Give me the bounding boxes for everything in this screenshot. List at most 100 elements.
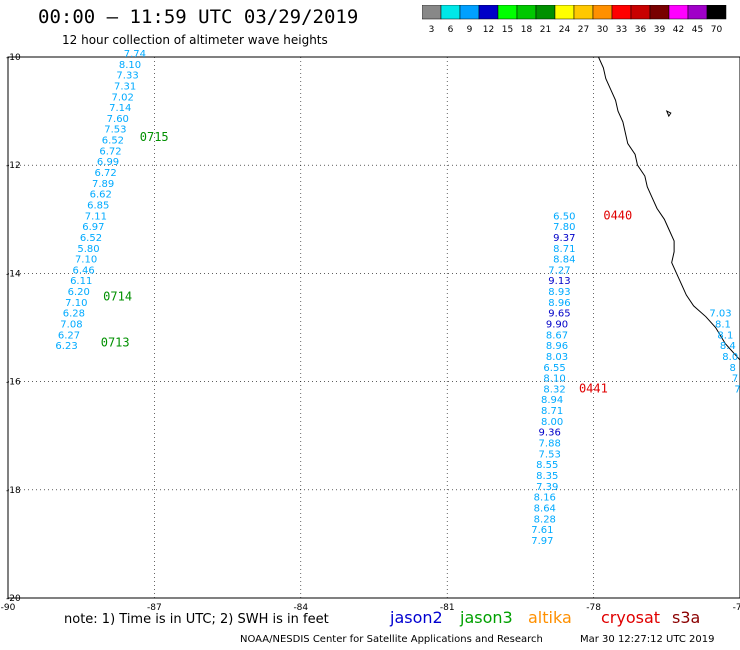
legend-jason3: jason3 — [460, 608, 513, 627]
wave-height-value: 9.13 — [548, 276, 570, 287]
x-tick-label: -84 — [293, 603, 308, 613]
wave-height-value: 7.27 — [548, 265, 570, 276]
wave-height-value: 6.28 — [63, 309, 85, 320]
wave-height-value: 8.96 — [546, 341, 568, 352]
wave-height-value: 8.10 — [119, 60, 141, 71]
wave-height-value: 6.11 — [70, 276, 92, 287]
wave-height-value: 8.00 — [541, 417, 563, 428]
wave-height-value: 7.61 — [531, 525, 553, 536]
footer-credit: NOAA/NESDIS Center for Satellite Applica… — [240, 634, 543, 645]
chart-title: 00:00 – 11:59 UTC 03/29/2019 — [38, 6, 359, 28]
wave-height-value: 8.16 — [534, 493, 556, 504]
colorbar-swatch — [706, 5, 727, 20]
colorbar-label: 45 — [692, 25, 703, 35]
wave-height-value: 7.31 — [114, 81, 136, 92]
wave-height-value: 8.93 — [548, 287, 570, 298]
wave-height-value: 7.53 — [104, 125, 126, 136]
colorbar-label: 30 — [597, 25, 609, 35]
wave-height-value: 7 — [734, 384, 740, 395]
wave-height-value: 8.10 — [543, 374, 565, 385]
colorbar-label: 21 — [540, 25, 551, 35]
wave-height-value: 6.72 — [94, 168, 116, 179]
wave-height-value: 6.23 — [55, 341, 77, 352]
wave-height-value: 9.90 — [546, 320, 568, 331]
colorbar-label: 42 — [673, 25, 684, 35]
wave-height-value: 8.1 — [715, 320, 731, 331]
island — [665, 110, 672, 118]
wave-height-value: 6.62 — [90, 190, 112, 201]
wave-height-value: 9.36 — [539, 428, 561, 439]
wave-height-value: 6.20 — [68, 287, 90, 298]
colorbar-label: 36 — [635, 25, 647, 35]
wave-height-value: 6.27 — [58, 330, 80, 341]
wave-height-value: 7.33 — [116, 71, 138, 82]
y-tick-label: -16 — [6, 378, 21, 388]
y-tick-label: -12 — [6, 161, 21, 171]
wave-height-value: 8.71 — [541, 406, 563, 417]
colorbar-label: 24 — [559, 25, 571, 35]
wave-height-value: 8.94 — [541, 395, 563, 406]
legend-note: note: 1) Time is in UTC; 2) SWH is in fe… — [64, 612, 329, 627]
wave-height-value: 7.39 — [536, 482, 558, 493]
wave-height-value: 7.80 — [553, 222, 575, 233]
colorbar-label: 15 — [502, 25, 513, 35]
pass-time-label: 0440 — [603, 208, 632, 222]
pass-time-label: 0441 — [579, 381, 608, 395]
legend-altika: altika — [528, 608, 572, 627]
pass-time-label: 0715 — [140, 130, 169, 144]
wave-height-value: 7.97 — [531, 536, 553, 547]
colorbar-label: 39 — [654, 25, 666, 35]
y-tick-label: -20 — [6, 594, 21, 604]
y-tick-label: -18 — [6, 486, 21, 496]
colorbar-label: 33 — [616, 25, 627, 35]
x-tick-label: -75 — [733, 603, 740, 613]
legend-s3a: s3a — [672, 608, 701, 627]
x-tick-label: -78 — [586, 603, 601, 613]
coastline — [598, 56, 740, 361]
colorbar-label: 9 — [467, 25, 473, 35]
wave-height-value: 8.1 — [717, 330, 733, 341]
wave-height-value: 7.11 — [85, 211, 107, 222]
footer-timestamp: Mar 30 12:27:12 UTC 2019 — [580, 634, 715, 645]
y-tick-label: -14 — [6, 269, 21, 279]
wave-height-value: 7.10 — [75, 255, 97, 266]
colorbar-label: 6 — [448, 25, 454, 35]
wave-height-value: 8.67 — [546, 330, 568, 341]
wave-height-value: 8.03 — [546, 352, 568, 363]
colorbar-label: 18 — [521, 25, 533, 35]
wave-height-value: 8.0 — [722, 352, 738, 363]
wave-height-value: 9.37 — [553, 233, 575, 244]
wave-height-value: 8.35 — [536, 471, 558, 482]
wave-height-value: 7 — [732, 374, 738, 385]
y-tick-label: -10 — [6, 53, 21, 63]
pass-time-label: 0714 — [103, 289, 132, 303]
wave-height-value: 8.64 — [534, 503, 556, 514]
x-tick-label: -81 — [440, 603, 455, 613]
x-tick-label: -90 — [1, 603, 16, 613]
wave-height-value: 6.55 — [543, 363, 565, 374]
legend-jason2: jason2 — [390, 608, 443, 627]
chart-subtitle: 12 hour collection of altimeter wave hei… — [62, 33, 328, 47]
wave-height-value: 8.55 — [536, 460, 558, 471]
wave-height-value: 7.74 — [124, 49, 146, 60]
wave-height-value: 8.32 — [543, 384, 565, 395]
wave-height-value: 6.52 — [80, 233, 102, 244]
wave-height-value: 6.72 — [99, 146, 121, 157]
wave-height-value: 7.08 — [60, 320, 82, 331]
wave-height-value: 7.10 — [65, 298, 87, 309]
wave-height-value: 5.80 — [77, 244, 99, 255]
wave-height-value: 7.60 — [107, 114, 129, 125]
wave-height-value: 6.52 — [102, 136, 124, 147]
wave-height-value: 8.4 — [720, 341, 736, 352]
wave-height-value: 6.85 — [87, 200, 109, 211]
wave-height-value: 7.02 — [112, 92, 134, 103]
wave-height-value: 8.96 — [548, 298, 570, 309]
wave-height-value: 9.65 — [548, 309, 570, 320]
legend-cryosat: cryosat — [601, 608, 661, 627]
wave-height-value: 6.97 — [82, 222, 104, 233]
colorbar-label: 3 — [429, 25, 435, 35]
wave-height-value: 6.50 — [553, 211, 575, 222]
wave-height-value: 8.71 — [553, 244, 575, 255]
